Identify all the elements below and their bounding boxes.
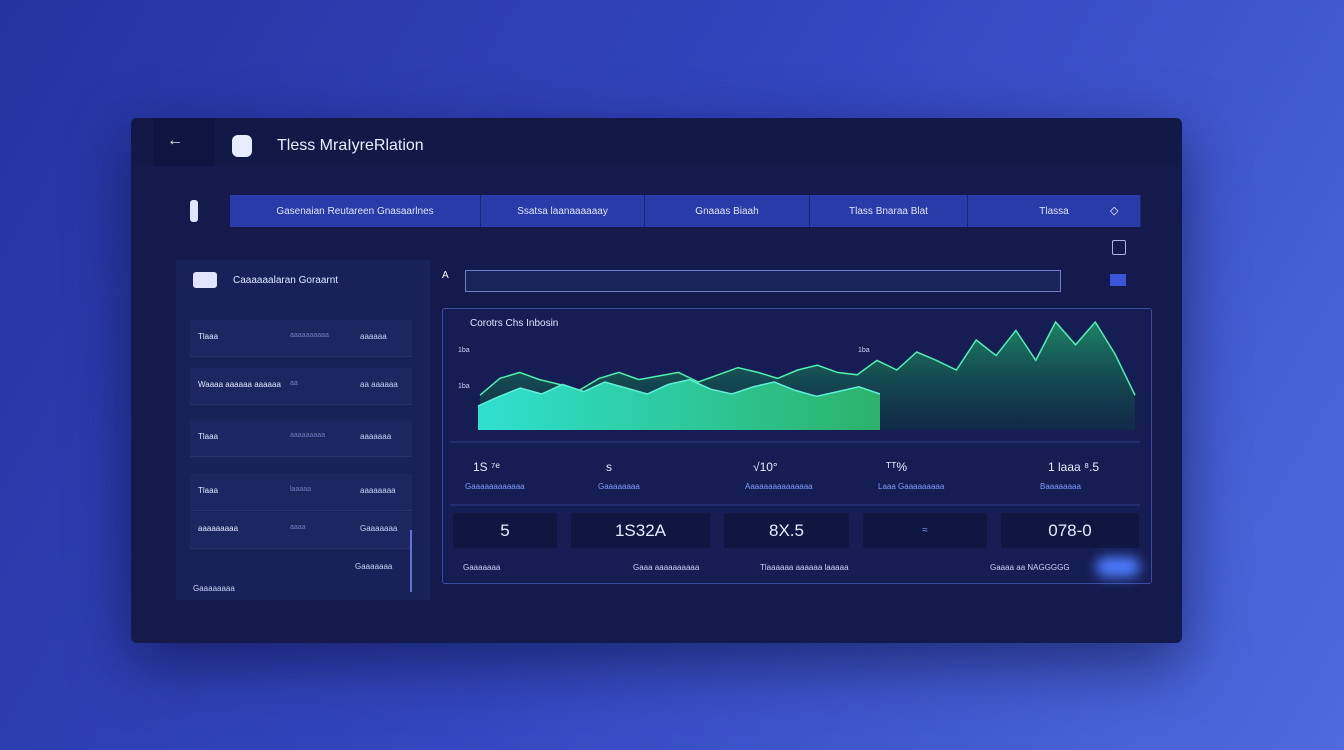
sidebar-icon [193,272,217,288]
tab[interactable]: Ssatsa laanaaaaaay [481,195,645,227]
row-label: Tlaaa [198,332,219,341]
line [477,378,881,407]
stat-value: 1S ⁷ᵉ [473,460,500,474]
row-value: Gaaaaaaa [360,524,398,533]
chart-tick: 1ba [858,347,870,354]
menu-icon[interactable] [1110,274,1126,286]
metric-card: 078-0 [1001,513,1139,548]
search-icon: A [442,270,449,281]
footer-text: Gaaaa aa NAGGGGG [990,563,1070,572]
row-value: aa aaaaaa [360,380,398,389]
row-text: aaaaaaaaaa [290,332,329,339]
sidebar-footer: Gaaaaaaaa [193,584,235,593]
footer-text: Gaaa aaaaaaaaaa [633,563,700,572]
stat-value: 1 laaa ⁸.5 [1048,460,1100,474]
row-label: Waaaa aaaaaa aaaaaa [198,380,281,389]
line [479,320,1136,396]
sidebar-title: Caaaaaalaran Goraarnt [233,275,339,286]
stat-value: s [606,460,612,474]
row-text: laaaaa [290,486,312,493]
chart-title: Corotrs Chs Inbosin [470,318,559,329]
area [478,379,880,430]
sidebar-row [190,320,412,357]
row-label: aaaaaaaaa [198,524,239,533]
stat-label: Aaaaaaaaaaaaaaa [745,482,813,491]
tab[interactable]: Gnaaas Biaah [645,195,810,227]
row-text: aaaaaaaaa [290,432,326,439]
row-value: aaaaaa [360,332,387,341]
sidebar-row [190,474,412,511]
row-value: aaaaaaa [360,432,392,441]
row-label: Tlaaa [198,486,219,495]
sidebar-row [190,512,412,549]
export-icon[interactable] [1112,240,1126,255]
row-value: aaaaaaaa [360,486,396,495]
tab[interactable]: Gasenaian Reutareen Gnasaarlnes [230,195,481,227]
footer-text: Tlaaaaaa aaaaaa laaaaa [760,563,849,572]
stat-label: Gaaaaaaaa [598,482,640,491]
stat-label: Gaaaaaaaaaaaa [465,482,525,491]
app-title: Tless MraIyreRlation [277,137,424,154]
stat-label: Baaaaaaaa [1040,482,1081,491]
back-button[interactable]: ← [153,118,215,166]
row-text: aaaa [290,524,306,531]
sidebar-footer: Gaaaaaaa [355,562,393,571]
tab[interactable]: Tlassa [968,195,1141,227]
sidebar-row [190,368,412,405]
sidebar-row [190,420,412,457]
stat-label: Laaa Gaaaaaaaaa [878,482,945,491]
app-icon [232,135,252,157]
scroll-bar [410,530,412,592]
chart-tick: 1ba [458,347,470,354]
glow [1096,557,1140,577]
tab[interactable]: Tlass Bnaraa Blat [810,195,968,227]
metric-card: ≈ [863,513,987,548]
row-label: Tlaaa [198,432,219,441]
header-bar [131,118,1182,166]
search-box[interactable] [465,270,1061,292]
metric-card: 8X.5 [724,513,849,548]
footer-text: Gaaaaaaa [463,563,501,572]
metric-card: 1S32A [571,513,710,548]
dropdown-icon[interactable]: ◇ [1110,205,1119,217]
hand-icon [190,200,198,222]
row-text: aa [290,380,298,387]
stat-value: ᵀᵀ% [886,460,908,474]
stat-value: √10° [753,460,778,474]
metric-card: 5 [453,513,557,548]
chart-tick: 1ba [458,383,470,390]
